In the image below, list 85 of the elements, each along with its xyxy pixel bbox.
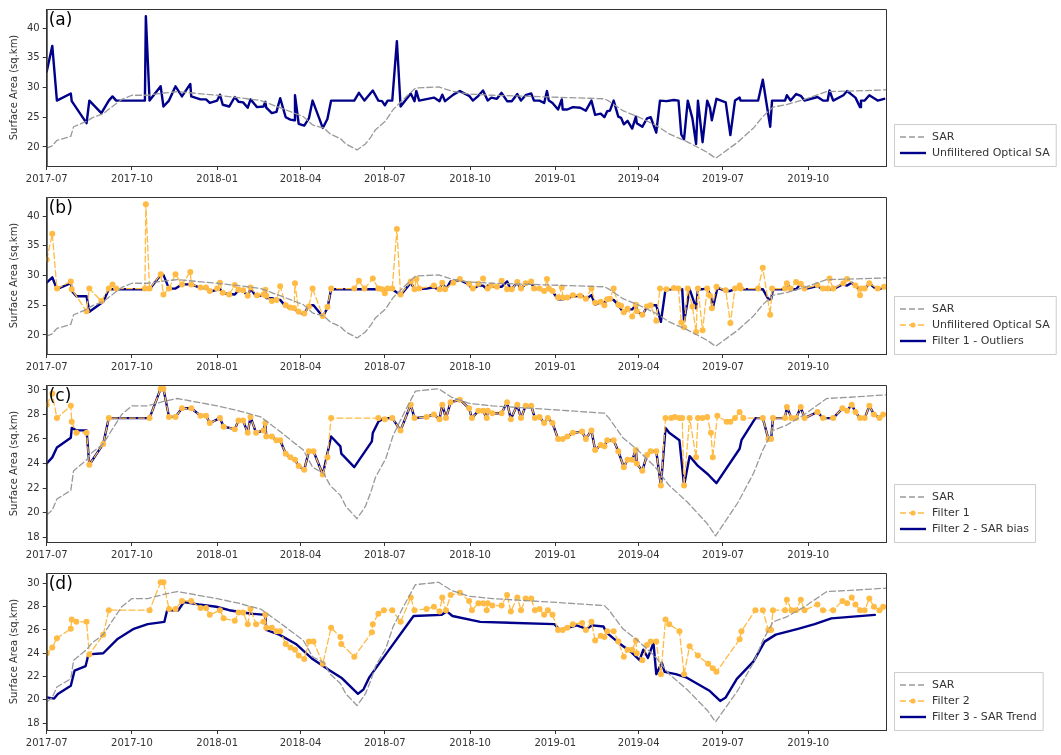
x-tick-label: 2019-01	[534, 360, 577, 372]
x-tick-label: 2018-07	[363, 548, 406, 560]
x-tick-label: 2019-07	[702, 172, 744, 184]
x-tick-label: 2018-04	[279, 360, 322, 372]
x-tick-label: 2019-04	[617, 548, 660, 560]
y-tick-label: 40	[26, 21, 40, 33]
y-tick-label: 20	[26, 693, 40, 705]
x-tick-label: 2019-04	[617, 736, 660, 748]
x-tick-label: 2017-07	[25, 172, 68, 184]
x-tick-label: 2017-10	[111, 736, 153, 748]
x-tick-label: 2019-07	[702, 736, 744, 748]
legend-label: Filter 2	[932, 693, 970, 707]
x-tick-label: 2018-10	[449, 736, 491, 748]
y-tick-label: 22	[26, 481, 40, 493]
x-tick-label: 2019-04	[617, 172, 660, 184]
x-tick-label: 2018-07	[363, 360, 406, 372]
x-tick-label: 2019-10	[787, 548, 830, 560]
y-tick-label: 28	[26, 600, 40, 612]
y-tick-label: 30	[26, 269, 40, 281]
y-tick-label: 24	[26, 457, 40, 469]
y-tick-label: 30	[26, 383, 40, 395]
x-tick-label: 2019-10	[787, 736, 830, 748]
y-tick-label: 30	[26, 577, 40, 589]
x-tick-label: 2018-01	[196, 360, 239, 372]
x-tick-label: 2018-01	[196, 736, 239, 748]
annotation: (a)	[48, 8, 73, 29]
y-tick-label: 25	[26, 298, 40, 310]
x-tick-label: 2017-07	[25, 360, 68, 372]
y-tick-label: 18	[26, 716, 40, 728]
x-tick-label: 2018-01	[196, 548, 239, 560]
x-tick-label: 2018-04	[279, 548, 322, 560]
legend-label: SAR	[932, 129, 955, 143]
y-tick-label: 35	[26, 51, 40, 63]
x-tick-label: 2019-10	[787, 360, 830, 372]
y-tick-label: 20	[26, 506, 40, 518]
y-tick-label: 30	[26, 81, 40, 93]
y-tick-label: 40	[26, 209, 40, 221]
line-series	[46, 388, 886, 537]
y-axis-title: Surface Area (sq.km)	[7, 222, 19, 329]
x-tick-label: 2018-10	[449, 360, 491, 372]
x-tick-label: 2017-07	[25, 548, 68, 560]
y-tick-label: 22	[26, 670, 40, 682]
x-tick-label: 2019-07	[702, 548, 744, 560]
x-tick-label: 2019-07	[702, 360, 744, 372]
x-tick-label: 2018-10	[449, 548, 491, 560]
y-tick-label: 24	[26, 646, 40, 658]
x-tick-label: 2019-01	[534, 736, 577, 748]
y-tick-label: 26	[26, 432, 40, 444]
y-tick-label: 18	[26, 530, 40, 542]
x-tick-label: 2018-07	[363, 736, 406, 748]
annotation: (d)	[48, 572, 73, 593]
legend-label: Filter 1	[932, 505, 970, 519]
y-tick-label: 26	[26, 623, 40, 635]
x-tick-label: 2017-10	[111, 360, 153, 372]
x-tick-label: 2019-10	[787, 172, 830, 184]
x-tick-label: 2017-10	[111, 548, 153, 560]
legend-label: SAR	[932, 489, 955, 503]
y-tick-label: 35	[26, 239, 40, 251]
x-tick-label: 2018-01	[196, 172, 239, 184]
y-tick-label: 25	[26, 110, 40, 122]
legend-label: SAR	[932, 677, 955, 691]
x-tick-label: 2018-04	[279, 736, 322, 748]
x-tick-label: 2019-04	[617, 360, 660, 372]
y-axis-title: Surface Area (sq.km)	[7, 598, 19, 705]
x-tick-label: 2018-10	[449, 172, 491, 184]
x-tick-label: 2018-07	[363, 172, 406, 184]
x-tick-label: 2018-04	[279, 172, 322, 184]
legend-label: Unfilitered Optical SA	[932, 317, 1051, 331]
y-tick-label: 20	[26, 328, 40, 340]
legend-label: Filter 2 - SAR bias	[932, 521, 1030, 535]
y-tick-label: 28	[26, 408, 40, 420]
x-tick-label: 2019-01	[534, 548, 577, 560]
legend-label: Filter 3 - SAR Trend	[932, 709, 1037, 723]
y-tick-label: 20	[26, 140, 40, 152]
legend-label: Unfilitered Optical SA	[932, 145, 1051, 159]
y-axis-title: Surface Area (sq.km)	[7, 34, 19, 141]
legend-label: Filter 1 - Outliers	[932, 333, 1025, 347]
annotation: (c)	[48, 384, 72, 405]
line-series	[46, 86, 886, 159]
y-axis-title: Surface Area (sq.km)	[7, 410, 19, 517]
annotation: (b)	[48, 196, 73, 217]
x-tick-label: 2017-10	[111, 172, 153, 184]
x-tick-label: 2017-07	[25, 736, 68, 748]
x-tick-label: 2019-01	[534, 172, 577, 184]
legend-label: SAR	[932, 301, 955, 315]
